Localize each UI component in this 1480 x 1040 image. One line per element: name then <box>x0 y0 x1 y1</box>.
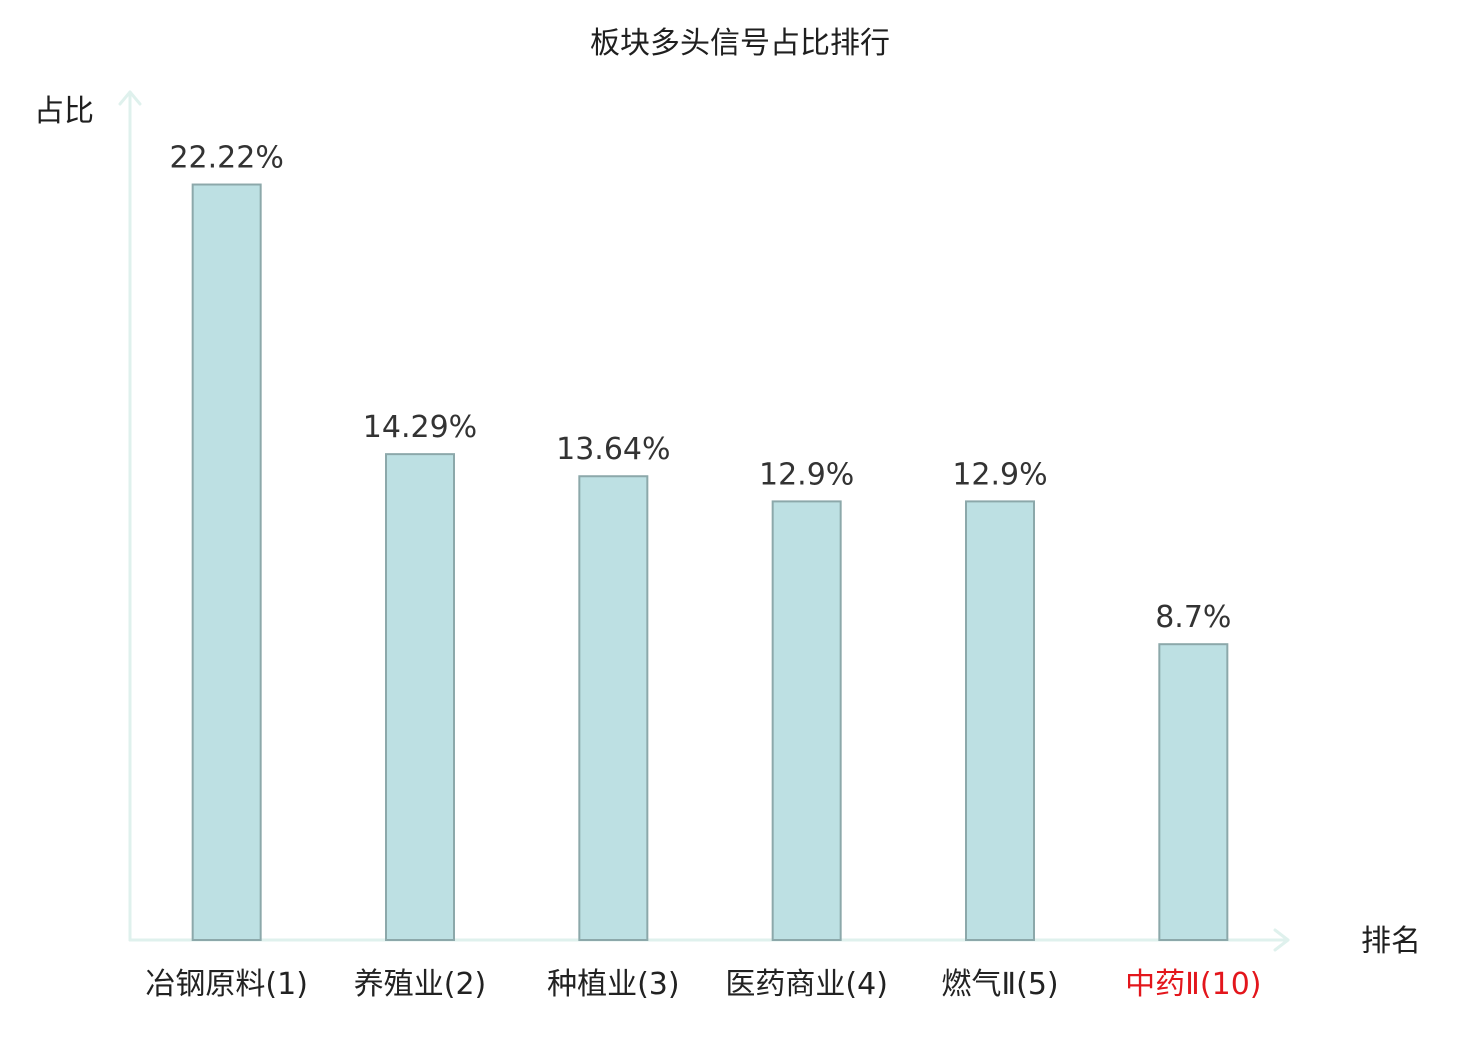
data-label-5: 12.9% <box>952 457 1047 492</box>
data-label-6: 8.7% <box>1155 600 1231 635</box>
data-label-2: 14.29% <box>363 410 477 445</box>
y-axis-label: 占比 <box>34 94 94 129</box>
category-label-1: 冶钢原料(1) <box>145 967 308 1002</box>
y-axis-arrowhead <box>118 90 142 106</box>
bar-2 <box>385 453 455 941</box>
category-label-3: 种植业(3) <box>547 967 680 1002</box>
chart-title: 板块多头信号占比排行 <box>590 26 890 61</box>
x-axis-label: 排名 <box>1361 924 1421 959</box>
data-label-1: 22.22% <box>169 141 283 176</box>
category-label-5: 燃气Ⅱ(5) <box>941 967 1058 1002</box>
category-label-4: 医药商业(4) <box>725 967 888 1002</box>
x-axis-arrowhead <box>1273 928 1290 952</box>
bar-3 <box>578 475 649 941</box>
category-label-6: 中药Ⅱ(10) <box>1125 967 1261 1002</box>
data-labels-group: 22.22% 14.29% 13.64% 12.9% 12.9% 8.7% <box>169 141 1231 636</box>
axes <box>118 90 1290 952</box>
category-labels-group: 冶钢原料(1) 养殖业(2) 种植业(3) 医药商业(4) 燃气Ⅱ(5) 中药Ⅱ(10) <box>145 967 1261 1002</box>
data-label-3: 13.64% <box>556 432 670 467</box>
bars-group <box>191 183 1229 941</box>
data-label-4: 12.9% <box>759 457 854 492</box>
bar-1 <box>191 183 262 941</box>
category-label-2: 养殖业(2) <box>354 967 487 1002</box>
bar-4 <box>771 500 842 941</box>
bar-6 <box>1158 643 1229 941</box>
bar-5 <box>965 500 1035 941</box>
